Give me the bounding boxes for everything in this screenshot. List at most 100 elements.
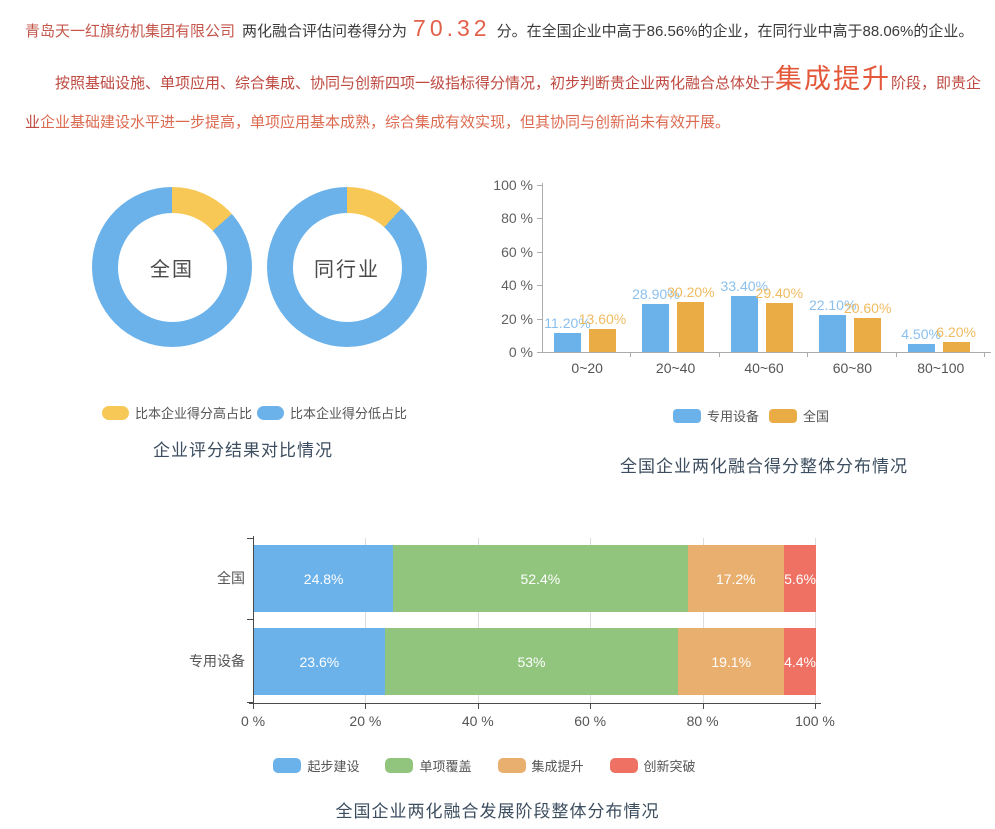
legend-label: 比本企业得分低占比: [290, 406, 408, 421]
bar-value-label: 29.40%: [755, 284, 804, 301]
segment-单项覆盖[interactable]: 52.4%: [393, 545, 688, 612]
donut-hole: 同行业: [292, 212, 402, 322]
x-axis-tick-label: 80 %: [686, 713, 719, 729]
legend-label: 比本企业得分高占比: [135, 406, 253, 421]
legend-label: 集成提升: [531, 759, 584, 774]
x-axis-tick: [895, 352, 897, 357]
donut-center-label: 全国: [150, 258, 194, 281]
x-axis-tick: [815, 703, 816, 709]
x-axis-tick: [365, 703, 367, 709]
x-axis-tick-label: 60 %: [574, 713, 607, 729]
y-axis-tick: [537, 285, 542, 287]
bar-专用设备-80~100[interactable]: [907, 344, 935, 352]
x-axis-category-label: 40~60: [744, 360, 784, 376]
stacked-row-专用设备: 23.6% 53% 19.1% 4.4%: [254, 628, 816, 695]
y-axis-tick-label: 0 %: [508, 344, 533, 360]
segment-起步建设[interactable]: 23.6%: [254, 628, 385, 695]
legend-swatch: [673, 408, 701, 423]
x-axis-tick-label: 100 %: [795, 713, 835, 729]
bar-value-label: 33.40%: [720, 278, 769, 295]
bar-专用设备-60~80[interactable]: [819, 315, 847, 352]
y-axis-tick: [537, 318, 542, 320]
segment-集成提升[interactable]: 17.2%: [687, 545, 785, 612]
legend-swatch: [497, 758, 526, 773]
score-tail-text: 在全国企业中高于86.56%的企业，在同行业中高于88.06%的企业。: [526, 23, 974, 40]
bar-全国-20~40[interactable]: [677, 301, 705, 352]
score-lead-text: 两化融合评估问卷得分为: [242, 23, 408, 40]
legend-label: 单项覆盖: [419, 759, 472, 774]
legend-item-全国[interactable]: 全国: [769, 406, 829, 425]
bar-专用设备-20~40[interactable]: [642, 303, 670, 352]
legend-swatch: [102, 405, 129, 420]
segment-value-label: 4.4%: [784, 653, 816, 670]
bar-全国-0~20[interactable]: [589, 329, 616, 352]
x-axis-category-label: 0~20: [571, 360, 603, 376]
x-axis-tick-label: 20 %: [349, 713, 382, 729]
y-axis-tick: [537, 185, 542, 186]
stage-highlight: 集成提升: [775, 64, 892, 94]
company-name: 青岛天一红旗纺机集团有限公司: [25, 23, 236, 40]
legend-label: 全国: [803, 409, 830, 424]
gridline-vertical: [702, 538, 704, 703]
segment-单项覆盖[interactable]: 53%: [384, 628, 679, 695]
summary-paragraph: 青岛天一红旗纺机集团有限公司 两化融合评估问卷得分为 70.32 分。在全国企业中高于…: [25, 12, 990, 48]
legend-item-单项覆盖[interactable]: 单项覆盖: [385, 756, 472, 775]
bar-专用设备-40~60[interactable]: [730, 296, 758, 352]
segment-value-label: 17.2%: [715, 570, 756, 587]
segment-集成提升[interactable]: 19.1%: [678, 628, 785, 695]
y-axis-tick: [537, 218, 542, 220]
chart-legend: 比本企业得分高占比 比本企业得分低占比: [102, 403, 412, 422]
y-axis-tick-label: 40 %: [501, 277, 533, 294]
judgement-mid-text: 阶段，即贵企业: [25, 75, 982, 131]
x-axis-tick: [630, 352, 632, 357]
x-axis-category-label: 60~80: [832, 360, 873, 376]
legend-swatch: [769, 408, 798, 423]
bar-全国-60~80[interactable]: [854, 317, 882, 352]
x-axis-tick: [807, 352, 809, 357]
donut-全国[interactable]: 全国: [92, 187, 252, 347]
y-axis-tick: [537, 251, 542, 253]
chart-legend: 起步建设 单项覆盖 集成提升 创新突破: [0, 756, 995, 775]
gridline-vertical: [365, 538, 367, 703]
score-comparison-donut-chart: 企业评分结果对比情况 全国 同行业 比本企业得分高占比 比本企业得分低占比: [0, 160, 486, 470]
donut-同行业[interactable]: 同行业: [267, 187, 427, 347]
legend-item-起步建设[interactable]: 起步建设: [273, 756, 359, 775]
y-axis-tick: [537, 352, 542, 353]
bar-value-label: 30.20%: [667, 283, 715, 300]
y-axis-tick-label: 20 %: [501, 310, 533, 327]
x-axis-category-label: 20~40: [655, 360, 696, 376]
segment-value-label: 53%: [517, 653, 546, 670]
row-label-全国: 全国: [217, 570, 245, 586]
legend-swatch: [273, 758, 302, 773]
y-axis-tick: [247, 619, 253, 620]
x-axis-tick-label: 40 %: [461, 713, 494, 729]
stacked-chart-title: 全国企业两化融合发展阶段整体分布情况: [335, 802, 660, 821]
bar-全国-40~60[interactable]: [765, 302, 793, 352]
bar-value-label: 4.50%: [901, 326, 941, 343]
judgement-tail-text: 企业基础建设水平进一步提高，单项应用基本成熟，综合集成有效实现，但其协同与创新尚…: [40, 114, 731, 131]
segment-value-label: 23.6%: [299, 653, 340, 670]
legend-item-比本企业得分低占比[interactable]: 比本企业得分低占比: [257, 403, 407, 422]
legend-item-比本企业得分高占比[interactable]: 比本企业得分高占比: [102, 403, 252, 422]
segment-value-label: 52.4%: [520, 570, 561, 587]
legend-item-专用设备[interactable]: 专用设备: [673, 406, 759, 425]
x-axis-tick: [477, 703, 479, 709]
x-axis-tick: [718, 352, 720, 357]
y-axis-tick-label: 100 %: [493, 177, 533, 193]
segment-创新突破[interactable]: 5.6%: [784, 545, 816, 612]
bar-value-label: 20.60%: [843, 299, 892, 316]
legend-item-创新突破[interactable]: 创新突破: [609, 756, 696, 775]
legend-label: 起步建设: [307, 759, 360, 774]
bar-全国-80~100[interactable]: [942, 341, 970, 352]
bar-专用设备-0~20[interactable]: [554, 333, 581, 352]
gridline-vertical: [590, 538, 592, 703]
legend-item-集成提升[interactable]: 集成提升: [497, 756, 584, 775]
legend-swatch: [609, 758, 638, 773]
score-value: 70.32: [413, 15, 491, 41]
segment-起步建设[interactable]: 24.8%: [254, 545, 394, 612]
y-axis-line: [253, 536, 254, 704]
x-axis-line: [542, 352, 991, 353]
x-axis-tick: [253, 703, 254, 709]
segment-创新突破[interactable]: 4.4%: [784, 628, 816, 695]
